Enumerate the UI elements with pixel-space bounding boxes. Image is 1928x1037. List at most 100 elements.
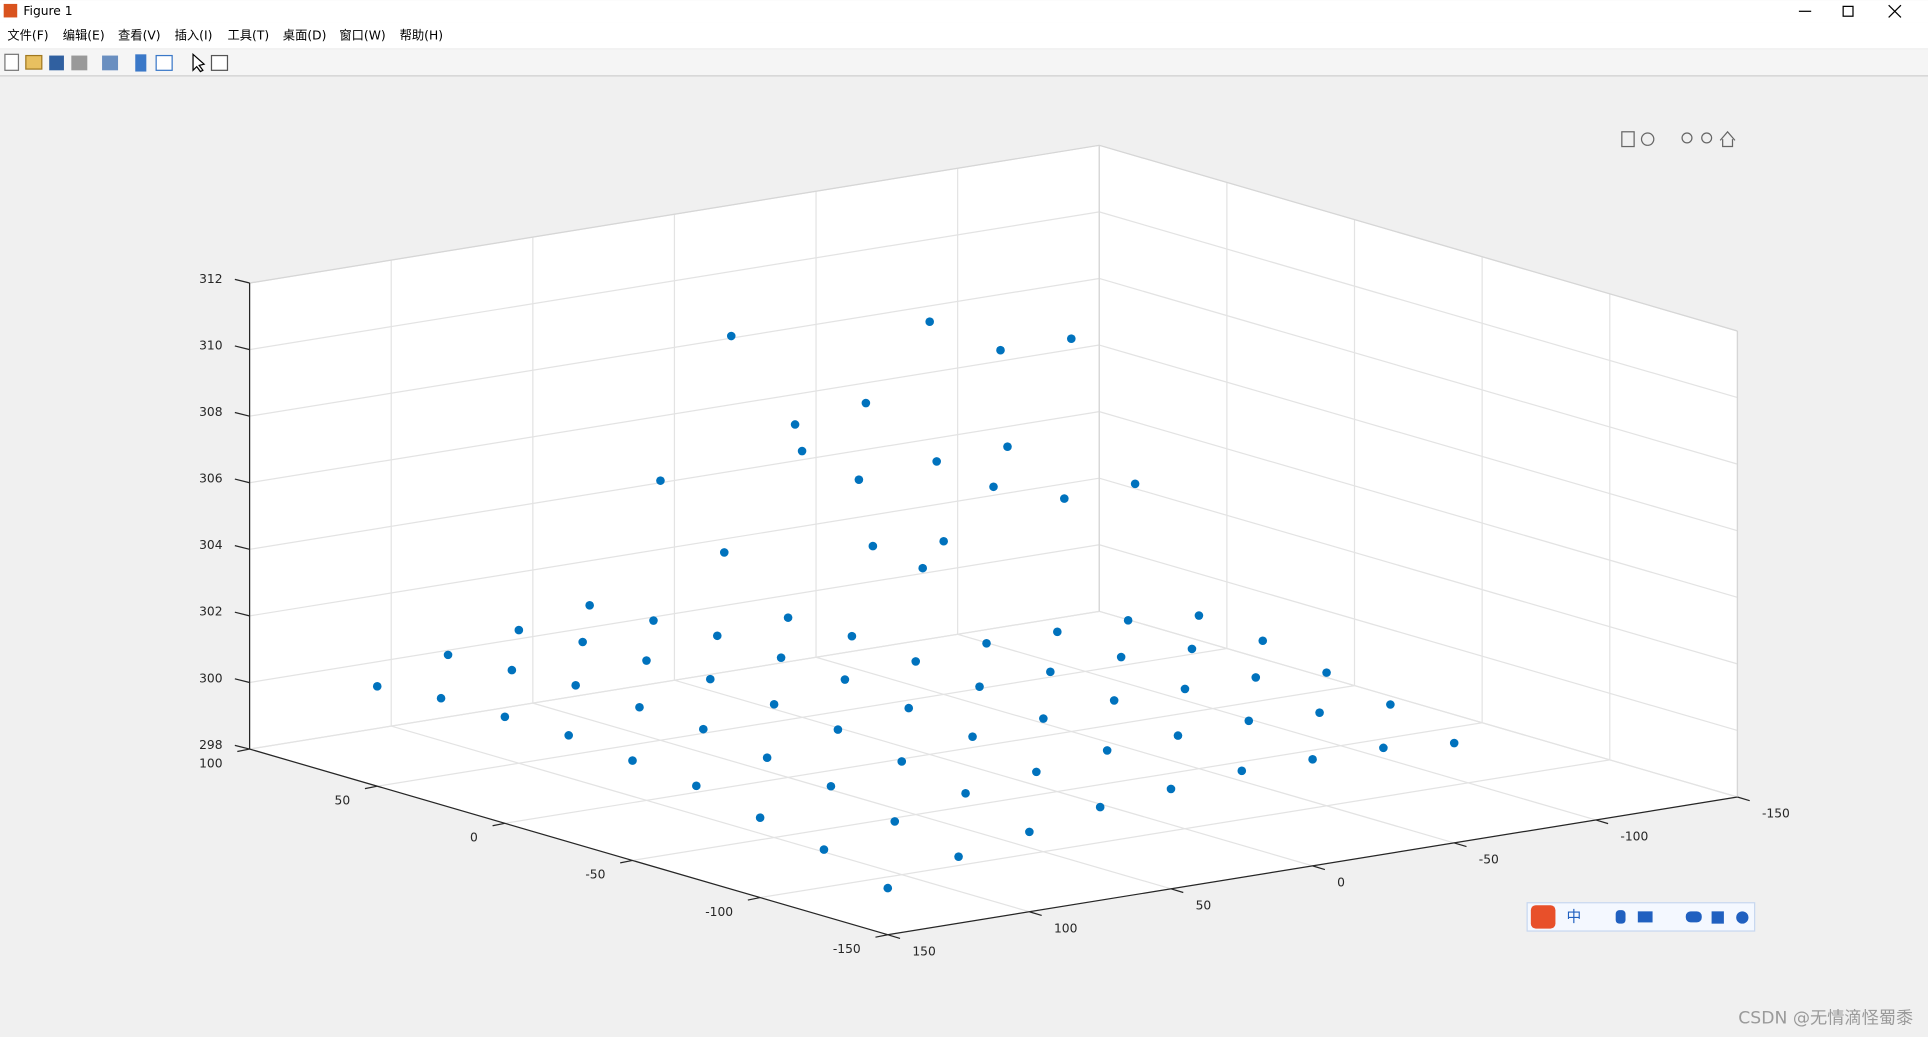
- grid-line: [815, 656, 1455, 844]
- point: [989, 482, 998, 492]
- point: [1102, 746, 1112, 755]
- y-tick: [364, 785, 378, 790]
- app-icon: [3, 3, 18, 18]
- grid-line: [1099, 344, 1738, 532]
- pointer-icon[interactable]: [192, 52, 206, 73]
- point: [1130, 479, 1140, 489]
- x-tick-label: -100: [1620, 830, 1648, 844]
- box-edge: [1099, 144, 1738, 332]
- point: [840, 675, 850, 684]
- point: [790, 420, 800, 429]
- point: [1166, 784, 1176, 794]
- side-wall: [1099, 145, 1738, 798]
- y-tick-label: -100: [705, 905, 733, 919]
- toolbar: [0, 49, 1928, 76]
- point: [1116, 652, 1126, 662]
- y-tick-label: -150: [833, 942, 861, 956]
- property-icon[interactable]: [210, 54, 229, 71]
- menu-item[interactable]: 文件(F): [7, 27, 48, 42]
- point: [699, 724, 708, 734]
- grid-line: [377, 647, 1227, 787]
- zoom-in-icon[interactable]: [1681, 132, 1693, 144]
- open-icon[interactable]: [25, 54, 43, 70]
- point: [642, 656, 651, 665]
- home-icon[interactable]: [1719, 130, 1736, 148]
- x-tick-label: 150: [912, 944, 935, 958]
- point: [436, 693, 446, 703]
- x-tick: [1454, 842, 1467, 848]
- grid-line: [632, 722, 1483, 862]
- point: [819, 845, 829, 854]
- point: [628, 756, 637, 765]
- point: [755, 813, 765, 822]
- grid-line: [1099, 610, 1738, 798]
- box-edge: [249, 144, 1100, 284]
- x-tick-label: 100: [1054, 921, 1077, 935]
- new-icon[interactable]: [4, 53, 20, 71]
- ime-logo[interactable]: [1530, 905, 1556, 929]
- close-button[interactable]: [1888, 4, 1902, 18]
- point: [904, 703, 914, 713]
- menu-item[interactable]: 工具(T): [227, 28, 269, 42]
- point: [1386, 700, 1395, 709]
- menu-item[interactable]: 桌面(D): [283, 28, 327, 42]
- menu-item[interactable]: 编辑(E): [63, 27, 105, 42]
- x-tick-label: 50: [1196, 899, 1212, 913]
- menu-item[interactable]: 查看(V): [118, 28, 161, 42]
- grid-line: [957, 633, 1596, 821]
- ime-icons: [1615, 910, 1749, 924]
- link-icon[interactable]: [102, 55, 119, 71]
- window-title: Figure 1: [23, 4, 72, 18]
- point: [1449, 738, 1459, 748]
- point: [705, 674, 715, 684]
- grid-line: [1099, 211, 1738, 399]
- menu-item[interactable]: 帮助(H): [400, 28, 443, 42]
- point: [635, 702, 644, 712]
- ime-icon[interactable]: [1615, 910, 1626, 924]
- point: [1322, 668, 1331, 677]
- y-axis: [249, 748, 888, 936]
- point: [1315, 708, 1324, 717]
- x-tick: [1170, 888, 1184, 894]
- print-icon[interactable]: [71, 55, 88, 71]
- point: [911, 657, 921, 666]
- grid-line: [504, 684, 1355, 824]
- point: [776, 653, 786, 662]
- point: [372, 682, 382, 691]
- point: [826, 781, 836, 791]
- grid-line: [532, 702, 1172, 890]
- point: [1039, 714, 1048, 723]
- point: [833, 725, 843, 734]
- ime-icon[interactable]: [1685, 911, 1702, 923]
- point: [564, 731, 573, 740]
- menu-item[interactable]: 窗口(W): [339, 28, 385, 42]
- ime-mode[interactable]: 中: [1567, 909, 1582, 926]
- grid-line: [249, 477, 1100, 617]
- zoom-out-icon[interactable]: [1701, 132, 1713, 144]
- point: [1003, 442, 1012, 451]
- point: [769, 700, 779, 709]
- point: [854, 475, 864, 484]
- point: [1194, 611, 1204, 620]
- legend-icon[interactable]: [155, 54, 173, 71]
- restore-button[interactable]: [1842, 5, 1854, 17]
- save-icon[interactable]: [49, 55, 64, 71]
- y-tick: [875, 934, 888, 938]
- point: [656, 476, 665, 485]
- point: [897, 757, 907, 766]
- point: [692, 781, 701, 791]
- x-tick-label: -50: [1479, 853, 1499, 867]
- ime-icon[interactable]: [1711, 911, 1724, 924]
- ime-icon[interactable]: [1736, 911, 1749, 924]
- menu-item[interactable]: 插入(I): [175, 28, 213, 42]
- ime-icon[interactable]: [1637, 911, 1653, 923]
- colorbar-icon[interactable]: [135, 54, 147, 72]
- point: [975, 682, 984, 691]
- rotate-icon[interactable]: [1640, 132, 1655, 146]
- grid-line: [1099, 477, 1738, 665]
- z-tick: [234, 678, 250, 684]
- data-tip-icon[interactable]: [1621, 131, 1635, 148]
- point: [1060, 494, 1069, 503]
- point: [868, 541, 878, 551]
